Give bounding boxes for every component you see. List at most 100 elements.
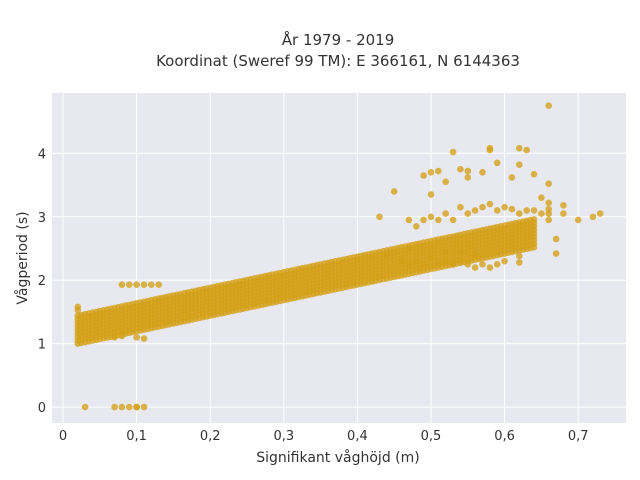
data-point bbox=[501, 203, 508, 211]
data-point bbox=[516, 144, 523, 152]
data-point bbox=[427, 254, 435, 262]
data-point bbox=[442, 210, 450, 217]
data-point bbox=[479, 169, 486, 176]
y-tick-label: 1 bbox=[38, 338, 46, 353]
chart-title-line-1: År 1979 - 2019 bbox=[282, 30, 395, 49]
data-point bbox=[538, 194, 545, 201]
data-point bbox=[118, 281, 126, 289]
x-tick-label: 0 bbox=[59, 429, 67, 444]
data-point bbox=[523, 207, 530, 214]
x-tick-label: 0,2 bbox=[200, 429, 221, 444]
data-point bbox=[118, 403, 126, 411]
data-point bbox=[449, 216, 457, 224]
x-tick-label: 0,3 bbox=[273, 429, 294, 444]
data-point bbox=[560, 202, 567, 209]
data-point bbox=[516, 259, 523, 266]
y-tick-label: 2 bbox=[38, 274, 46, 289]
data-point bbox=[486, 200, 494, 208]
data-point bbox=[427, 213, 435, 221]
data-point bbox=[471, 264, 479, 271]
data-point bbox=[545, 216, 552, 224]
data-point bbox=[405, 261, 413, 268]
x-tick-label: 0,7 bbox=[568, 429, 589, 444]
data-point bbox=[427, 191, 435, 198]
data-point bbox=[596, 210, 604, 217]
data-point bbox=[530, 207, 538, 214]
data-point bbox=[435, 167, 442, 175]
data-point bbox=[457, 248, 464, 255]
tick-labels: 0 0,1 0,2 0,3 0,4 0,5 0,6 0,7 0 1 2 3 4 bbox=[38, 147, 589, 444]
data-point bbox=[126, 403, 133, 411]
data-point bbox=[471, 207, 479, 214]
data-point bbox=[420, 172, 427, 179]
data-point bbox=[493, 159, 501, 167]
data-point bbox=[140, 403, 148, 411]
data-point bbox=[545, 199, 552, 207]
x-tick-label: 0,1 bbox=[126, 429, 147, 444]
data-point bbox=[508, 174, 516, 181]
y-tick-label: 4 bbox=[38, 147, 46, 162]
data-point bbox=[545, 180, 552, 188]
data-point bbox=[126, 281, 133, 289]
data-point bbox=[133, 334, 140, 341]
data-point bbox=[464, 210, 472, 217]
data-point bbox=[427, 245, 435, 252]
data-point bbox=[413, 257, 420, 265]
data-point bbox=[486, 264, 494, 271]
data-point bbox=[449, 148, 457, 156]
data-point bbox=[464, 174, 472, 181]
data-point bbox=[523, 146, 530, 154]
data-point bbox=[368, 254, 376, 262]
data-point bbox=[516, 252, 523, 260]
data-point bbox=[118, 332, 126, 340]
data-point bbox=[471, 251, 479, 259]
data-point bbox=[442, 257, 450, 265]
data-point bbox=[376, 213, 383, 221]
data-point bbox=[449, 261, 457, 268]
data-point bbox=[545, 210, 552, 217]
data-point bbox=[552, 235, 560, 243]
data-point bbox=[457, 203, 464, 211]
data-point bbox=[545, 102, 552, 109]
data-point bbox=[390, 188, 398, 195]
data-point bbox=[493, 207, 501, 214]
y-tick-label: 0 bbox=[38, 401, 46, 416]
data-point bbox=[538, 210, 545, 217]
data-point bbox=[413, 223, 420, 230]
data-point bbox=[493, 261, 501, 268]
x-tick-label: 0,4 bbox=[347, 429, 368, 444]
data-point bbox=[457, 257, 464, 265]
data-point bbox=[442, 248, 450, 255]
x-axis-title: Signifikant våghöjd (m) bbox=[256, 449, 419, 466]
data-point bbox=[133, 403, 140, 411]
data-point bbox=[111, 334, 118, 341]
x-tick-label: 0,5 bbox=[421, 429, 442, 444]
data-point bbox=[486, 144, 494, 152]
data-point bbox=[148, 281, 155, 289]
data-point bbox=[501, 257, 508, 265]
data-point bbox=[81, 403, 89, 411]
data-point bbox=[74, 306, 82, 314]
data-point bbox=[479, 261, 486, 268]
data-point bbox=[435, 261, 442, 268]
data-point bbox=[405, 216, 413, 224]
data-point bbox=[155, 281, 162, 289]
data-point bbox=[140, 335, 148, 342]
data-point bbox=[442, 178, 450, 186]
data-point bbox=[552, 250, 560, 257]
chart-title-line-2: Koordinat (Sweref 99 TM): E 366161, N 61… bbox=[156, 52, 520, 70]
data-point bbox=[560, 210, 567, 217]
data-point bbox=[589, 213, 597, 221]
y-axis-title: Vågperiod (s) bbox=[14, 211, 31, 304]
x-tick-label: 0,6 bbox=[494, 429, 515, 444]
data-point bbox=[133, 281, 140, 289]
data-point bbox=[457, 165, 464, 173]
data-point bbox=[464, 261, 472, 268]
data-point bbox=[516, 210, 523, 217]
data-point bbox=[140, 281, 148, 289]
data-point bbox=[574, 216, 582, 224]
data-point bbox=[405, 245, 413, 252]
data-point bbox=[420, 216, 427, 224]
data-point bbox=[530, 216, 538, 223]
